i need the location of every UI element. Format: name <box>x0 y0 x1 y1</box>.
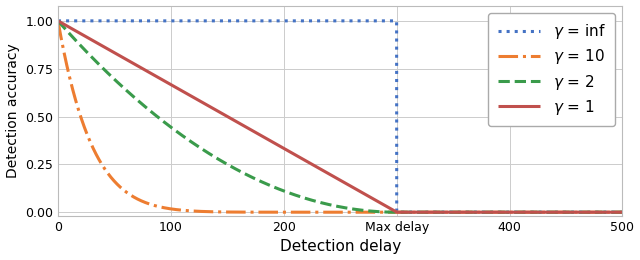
$\gamma = 10$ <box>518 211 526 214</box>
$\gamma = 1$ <box>393 211 401 214</box>
$\gamma = 10$ <box>421 211 429 214</box>
Line: $\gamma = 2$: $\gamma = 2$ <box>58 21 623 212</box>
$\gamma = 1$ <box>518 211 526 214</box>
$\gamma = \mathrm{inf}$ <box>393 211 401 214</box>
$\gamma = 2$ <box>393 211 401 214</box>
$\gamma = 2$ <box>421 211 429 214</box>
Line: $\gamma = \mathrm{inf}$: $\gamma = \mathrm{inf}$ <box>58 21 623 212</box>
X-axis label: Detection delay: Detection delay <box>280 239 401 255</box>
$\gamma = 1$ <box>393 211 401 214</box>
$\gamma = 10$ <box>157 205 164 209</box>
$\gamma = 2$ <box>270 185 278 188</box>
$\gamma = 10$ <box>619 211 627 214</box>
$\gamma = \mathrm{inf}$ <box>518 211 526 214</box>
$\gamma = 2$ <box>518 211 526 214</box>
$\gamma = 1$ <box>421 211 429 214</box>
$\gamma = 1$ <box>270 141 278 144</box>
$\gamma = 2$ <box>619 211 627 214</box>
$\gamma = 10$ <box>270 211 278 214</box>
$\gamma = 2$ <box>54 19 62 22</box>
$\gamma = \mathrm{inf}$ <box>619 211 627 214</box>
$\gamma = 1$ <box>157 77 164 80</box>
$\gamma = \mathrm{inf}$ <box>270 19 278 22</box>
$\gamma = 10$ <box>393 211 401 214</box>
$\gamma = 1$ <box>476 211 483 214</box>
$\gamma = \mathrm{inf}$ <box>393 19 401 22</box>
Y-axis label: Detection accuracy: Detection accuracy <box>6 43 20 178</box>
$\gamma = 1$ <box>619 211 627 214</box>
Line: $\gamma = 1$: $\gamma = 1$ <box>58 21 623 212</box>
$\gamma = \mathrm{inf}$ <box>54 19 62 22</box>
$\gamma = 2$ <box>476 211 483 214</box>
$\gamma = 2$ <box>393 211 401 214</box>
$\gamma = 1$ <box>54 19 62 22</box>
$\gamma = 10$ <box>476 211 483 214</box>
Legend: $\it{\gamma}$ = inf, $\it{\gamma}$ = 10, $\it{\gamma}$ = 2, $\it{\gamma}$ = 1: $\it{\gamma}$ = inf, $\it{\gamma}$ = 10,… <box>488 13 615 126</box>
$\gamma = 10$ <box>54 19 62 22</box>
Line: $\gamma = 10$: $\gamma = 10$ <box>58 21 623 212</box>
$\gamma = \mathrm{inf}$ <box>421 211 429 214</box>
$\gamma = 2$ <box>157 118 164 121</box>
$\gamma = \mathrm{inf}$ <box>476 211 483 214</box>
$\gamma = 10$ <box>393 211 401 214</box>
$\gamma = \mathrm{inf}$ <box>157 19 164 22</box>
